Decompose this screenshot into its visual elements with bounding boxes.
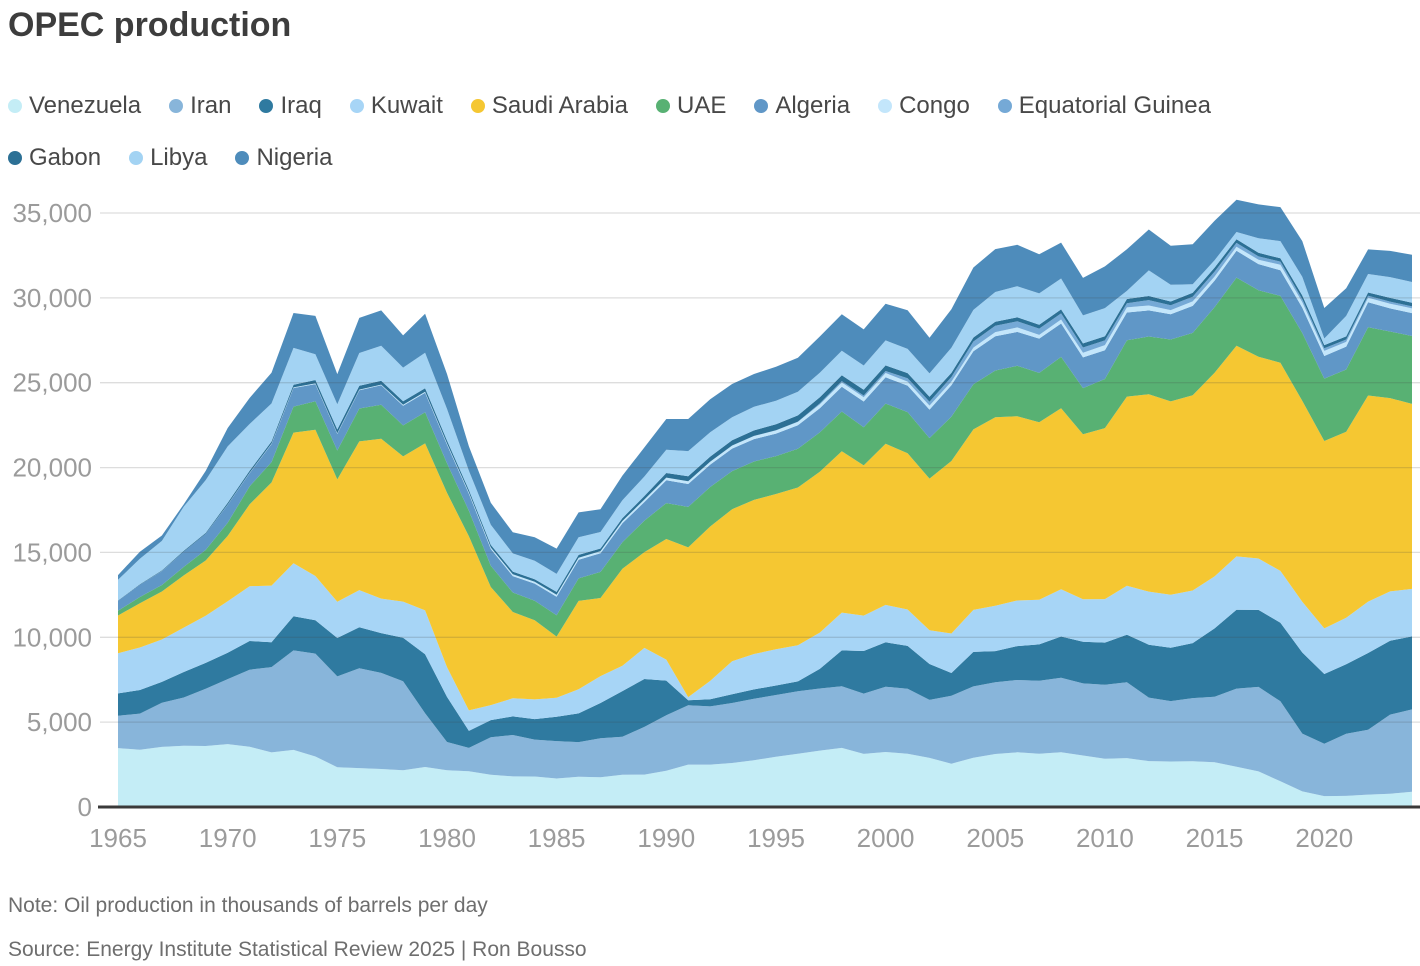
x-tick-label-2005: 2005 xyxy=(966,823,1024,853)
legend-label-venezuela: Venezuela xyxy=(29,92,142,119)
x-tick-label-2010: 2010 xyxy=(1076,823,1134,853)
legend-dot-equatorial-guinea xyxy=(997,99,1012,113)
legend-label-saudi-arabia: Saudi Arabia xyxy=(491,92,628,119)
legend-label-equatorial-guinea: Equatorial Guinea xyxy=(1018,92,1211,119)
legend-dot-uae xyxy=(655,99,670,113)
legend-label-iran: Iran xyxy=(190,92,232,119)
x-tick-label-2000: 2000 xyxy=(857,823,915,853)
y-tick-label-10000: 10,000 xyxy=(12,622,92,652)
stacked-area-chart: 0 5,000 10,000 15,000 20,000 25,000 30,000 35,0… xyxy=(12,198,1420,853)
x-tick-label-1980: 1980 xyxy=(418,823,476,853)
x-tick-label-2020: 2020 xyxy=(1295,823,1353,853)
legend-item-kuwait: Kuwait xyxy=(349,92,443,120)
x-tick-label-1965: 1965 xyxy=(89,823,147,853)
legend-label-nigeria: Nigeria xyxy=(256,144,333,171)
legend-item-saudi-arabia: Saudi Arabia xyxy=(470,92,628,120)
area-kuwait xyxy=(118,556,1412,731)
legend-row-1: Venezuela Iran Iraq Kuwait Saudi Arabia UAE Al… xyxy=(8,80,1408,132)
area-uae xyxy=(118,277,1412,637)
x-tick-label-1995: 1995 xyxy=(747,823,805,853)
area-algeria xyxy=(118,250,1412,616)
legend-label-algeria: Algeria xyxy=(775,92,851,119)
x-tick-label-1990: 1990 xyxy=(637,823,695,853)
area-saudi-arabia xyxy=(118,345,1412,711)
legend-dot-kuwait xyxy=(349,99,364,113)
legend-label-uae: UAE xyxy=(676,92,727,119)
legend-item-iran: Iran xyxy=(169,92,231,120)
legend-dot-algeria xyxy=(754,99,769,113)
legend-dot-gabon xyxy=(8,151,22,165)
legend-dot-iran xyxy=(169,99,184,113)
legend-item-uae: UAE xyxy=(655,92,727,120)
legend-label-congo: Congo xyxy=(899,92,970,119)
legend-item-congo: Congo xyxy=(878,92,970,120)
area-iraq xyxy=(118,609,1412,748)
y-tick-label-15000: 15,000 xyxy=(12,537,92,567)
legend-row-2: Gabon Libya Nigeria xyxy=(8,132,1408,184)
area-nigeria xyxy=(118,199,1412,580)
area-libya xyxy=(118,232,1412,601)
y-tick-label-25000: 25,000 xyxy=(12,368,92,398)
x-tick-label-1975: 1975 xyxy=(308,823,366,853)
y-tick-label-20000: 20,000 xyxy=(12,453,92,483)
y-tick-label-5000: 5,000 xyxy=(27,707,92,737)
area-venezuela xyxy=(118,744,1412,807)
y-tick-label-30000: 30,000 xyxy=(12,283,92,313)
legend-dot-nigeria xyxy=(235,151,250,165)
area-iran xyxy=(118,650,1412,797)
x-tick-label-1985: 1985 xyxy=(528,823,586,853)
chart-source: Source: Energy Institute Statistical Rev… xyxy=(8,938,587,961)
legend-item-iraq: Iraq xyxy=(259,92,322,120)
legend-label-libya: Libya xyxy=(150,144,208,171)
legend-dot-venezuela xyxy=(8,99,22,113)
legend-label-gabon: Gabon xyxy=(29,144,102,171)
chart-note: Note: Oil production in thousands of bar… xyxy=(8,894,488,917)
legend-item-nigeria: Nigeria xyxy=(235,144,332,172)
legend-item-equatorial-guinea: Equatorial Guinea xyxy=(997,92,1211,120)
y-tick-label-35000: 35,000 xyxy=(12,198,92,228)
legend-item-venezuela: Venezuela xyxy=(8,92,141,120)
legend-item-gabon: Gabon xyxy=(8,144,101,172)
legend-dot-saudi-arabia xyxy=(470,99,485,113)
legend-label-iraq: Iraq xyxy=(280,92,322,119)
x-tick-label-2015: 2015 xyxy=(1186,823,1244,853)
legend-label-kuwait: Kuwait xyxy=(370,92,443,119)
legend-dot-iraq xyxy=(259,99,274,113)
y-tick-label-0: 0 xyxy=(78,792,92,822)
legend-dot-congo xyxy=(878,99,893,113)
legend-item-algeria: Algeria xyxy=(754,92,850,120)
legend: Venezuela Iran Iraq Kuwait Saudi Arabia UAE Al… xyxy=(8,80,1408,184)
legend-dot-libya xyxy=(129,151,144,165)
legend-item-libya: Libya xyxy=(129,144,207,172)
chart-title: OPEC production xyxy=(8,6,292,44)
x-tick-label-1970: 1970 xyxy=(199,823,257,853)
